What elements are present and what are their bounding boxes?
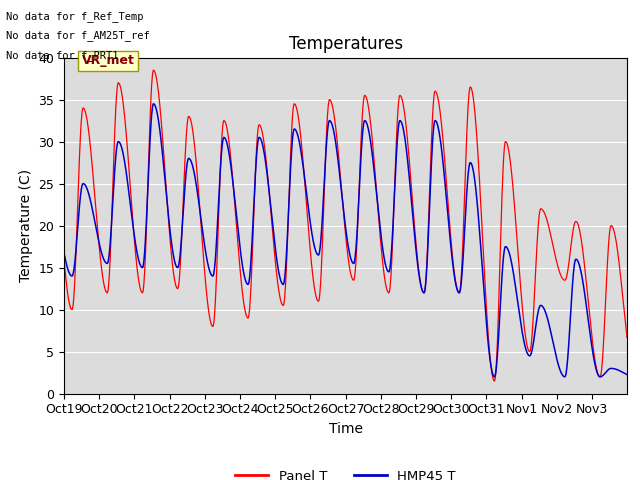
Panel T xyxy=(468,86,476,92)
Panel T xyxy=(418,286,426,291)
HMP45 T xyxy=(596,374,604,380)
HMP45 T xyxy=(623,372,631,377)
X-axis label: Time: Time xyxy=(328,422,363,436)
HMP45 T xyxy=(468,161,476,167)
Panel T xyxy=(617,277,625,283)
Panel T xyxy=(150,67,157,73)
HMP45 T xyxy=(60,250,68,256)
Panel T xyxy=(623,335,631,340)
Text: VR_met: VR_met xyxy=(82,54,134,67)
Legend: Panel T, HMP45 T: Panel T, HMP45 T xyxy=(230,464,461,480)
Panel T xyxy=(175,275,183,280)
HMP45 T xyxy=(504,245,511,251)
HMP45 T xyxy=(418,286,426,292)
HMP45 T xyxy=(150,101,157,107)
HMP45 T xyxy=(617,369,625,374)
Text: No data for f_PRT1: No data for f_PRT1 xyxy=(6,49,119,60)
Title: Temperatures: Temperatures xyxy=(289,35,403,53)
Line: HMP45 T: HMP45 T xyxy=(64,104,627,377)
Panel T xyxy=(538,206,545,212)
Panel T xyxy=(504,143,511,148)
Text: No data for f_AM25T_ref: No data for f_AM25T_ref xyxy=(6,30,150,41)
Text: No data for f_Ref_Temp: No data for f_Ref_Temp xyxy=(6,11,144,22)
Y-axis label: Temperature (C): Temperature (C) xyxy=(19,169,33,282)
HMP45 T xyxy=(538,302,545,308)
HMP45 T xyxy=(175,258,183,264)
Panel T xyxy=(60,256,68,262)
Panel T xyxy=(491,378,499,384)
Line: Panel T: Panel T xyxy=(64,70,627,381)
